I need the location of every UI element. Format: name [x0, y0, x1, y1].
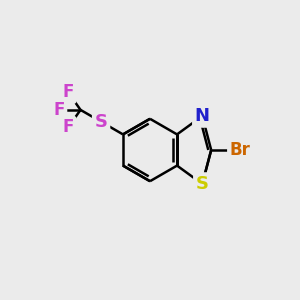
Text: F: F [62, 83, 74, 101]
Text: N: N [195, 107, 210, 125]
Text: S: S [196, 175, 209, 193]
Text: Br: Br [230, 141, 250, 159]
Text: S: S [94, 113, 108, 131]
Text: F: F [62, 118, 74, 136]
Text: F: F [53, 101, 65, 119]
